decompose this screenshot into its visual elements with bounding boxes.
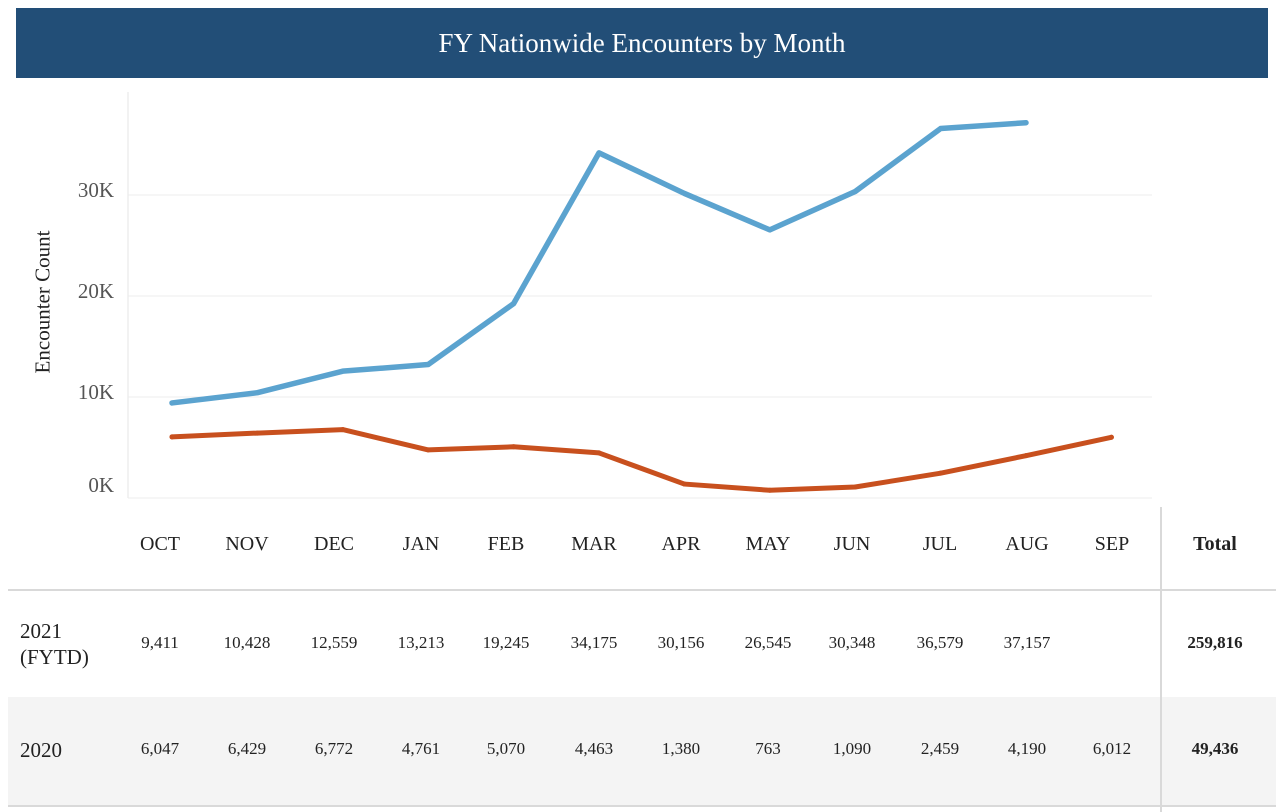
total-header: Total bbox=[1193, 533, 1237, 555]
data-point bbox=[852, 188, 858, 194]
table-cell: 34,175 bbox=[570, 633, 618, 652]
data-point bbox=[852, 484, 858, 490]
table-cell: 36,579 bbox=[916, 633, 964, 652]
table-cell: 30,156 bbox=[657, 633, 705, 652]
table-cell: 13,213 bbox=[397, 633, 445, 652]
table-cell: 10,428 bbox=[223, 633, 271, 652]
y-tick-label: 30K bbox=[78, 178, 114, 202]
line-chart: 0K 10K 20K 30K bbox=[78, 92, 1152, 499]
table-row: 2021 (FYTD) 9,411 10,428 12,559 13,213 19,24… bbox=[8, 589, 1276, 699]
table-cell: 6,772 bbox=[314, 739, 354, 758]
chart-title: FY Nationwide Encounters by Month bbox=[438, 27, 846, 58]
row-label: 2021 (FYTD) bbox=[20, 619, 89, 669]
data-point bbox=[425, 362, 431, 368]
month-header: MAR bbox=[571, 533, 617, 555]
total-column-divider bbox=[1160, 507, 1162, 812]
y-tick-label: 20K bbox=[78, 279, 114, 303]
chart-title-banner: FY Nationwide Encounters by Month bbox=[16, 8, 1268, 78]
data-point bbox=[767, 487, 773, 493]
month-header: JUL bbox=[922, 533, 958, 555]
table-cell: 4,190 bbox=[1007, 739, 1047, 758]
row-total: 49,436 bbox=[1191, 739, 1239, 758]
table-cell: 37,157 bbox=[1003, 633, 1051, 652]
data-point bbox=[425, 447, 431, 453]
table-cell: 19,245 bbox=[482, 633, 530, 652]
table-cell: 30,348 bbox=[828, 633, 876, 652]
table-cell: 1,090 bbox=[832, 739, 872, 758]
table-cell: 4,761 bbox=[401, 739, 441, 758]
data-point bbox=[596, 150, 602, 156]
table-cell: 26,545 bbox=[744, 633, 792, 652]
data-point bbox=[938, 470, 944, 476]
month-header: JAN bbox=[402, 533, 440, 555]
month-header: MAY bbox=[745, 533, 791, 555]
month-header: AUG bbox=[1005, 533, 1049, 555]
month-header: OCT bbox=[140, 533, 180, 555]
table-cell: 4,463 bbox=[574, 739, 614, 758]
table-cell: 12,559 bbox=[310, 633, 358, 652]
month-header: DEC bbox=[314, 533, 354, 555]
series-line-2020 bbox=[169, 427, 1114, 493]
data-point bbox=[938, 126, 944, 132]
table-cell: 6,047 bbox=[140, 739, 180, 758]
row-total: 259,816 bbox=[1187, 633, 1243, 652]
y-tick-label: 0K bbox=[88, 473, 114, 497]
data-point bbox=[1023, 453, 1029, 459]
table-cell: 2,459 bbox=[920, 739, 960, 758]
data-point bbox=[340, 368, 346, 374]
data-point bbox=[681, 190, 687, 196]
month-header: NOV bbox=[225, 533, 269, 555]
data-point bbox=[169, 400, 175, 406]
series-line-2021 bbox=[169, 119, 1029, 406]
data-point bbox=[511, 301, 517, 307]
table-cell: 6,012 bbox=[1092, 739, 1132, 758]
data-point bbox=[767, 227, 773, 233]
data-point bbox=[1108, 434, 1114, 440]
table-cell: 1,380 bbox=[661, 739, 701, 758]
table-cell: 763 bbox=[755, 739, 781, 758]
month-header: APR bbox=[661, 533, 701, 555]
data-point bbox=[511, 444, 517, 450]
table-cell: 6,429 bbox=[227, 739, 267, 758]
y-tick-label: 10K bbox=[78, 380, 114, 404]
table-cell: 5,070 bbox=[486, 739, 526, 758]
data-point bbox=[1023, 120, 1029, 126]
table-cell: 9,411 bbox=[141, 633, 179, 652]
month-header: JUN bbox=[833, 533, 871, 555]
data-point bbox=[169, 434, 175, 440]
month-header: SEP bbox=[1094, 533, 1130, 555]
data-point bbox=[681, 481, 687, 487]
row-label: 2020 bbox=[20, 738, 62, 762]
data-point bbox=[596, 450, 602, 456]
month-header: FEB bbox=[487, 533, 525, 555]
data-point bbox=[254, 390, 260, 396]
data-point bbox=[254, 430, 260, 436]
data-table: OCT NOV DEC JAN FEB MAR APR MAY JUN JUL AUG SEP Tot… bbox=[0, 505, 1286, 812]
table-row: 2020 6,047 6,429 6,772 4,761 5,070 4,463 1,380… bbox=[8, 697, 1276, 807]
data-point bbox=[340, 427, 346, 433]
